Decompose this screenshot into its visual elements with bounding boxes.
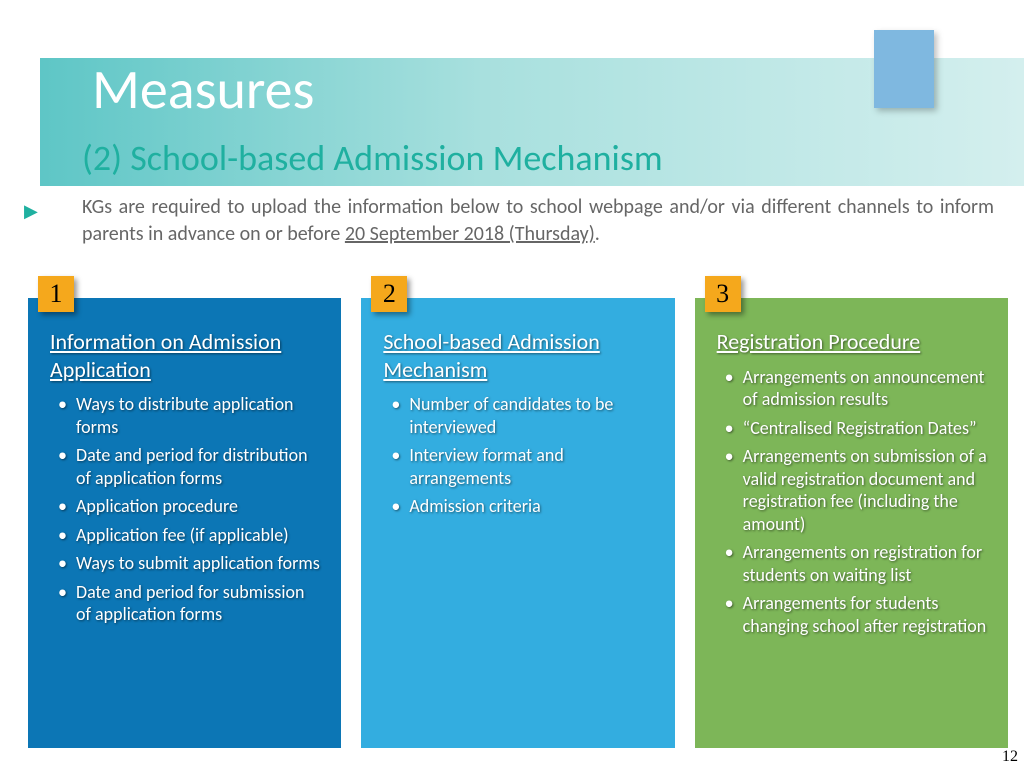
- badge-2: 2: [371, 276, 407, 312]
- list-item: Arrangements on announcement of admissio…: [717, 366, 990, 411]
- card-admission-mechanism: 2 School-based Admission Mechanism Numbe…: [361, 298, 674, 748]
- card-registration-procedure: 3 Registration Procedure Arrangements on…: [695, 298, 1008, 748]
- list-item: Application procedure: [50, 495, 323, 518]
- intro-post: .: [595, 222, 600, 246]
- list-item: “Centralised Registration Dates”: [717, 417, 990, 440]
- badge-1: 1: [38, 276, 74, 312]
- list-item: Admission criteria: [383, 495, 656, 518]
- intro-date: 20 September 2018 (Thursday): [345, 222, 595, 246]
- slide-subtitle: (2) School-based Admission Mechanism: [82, 136, 663, 180]
- list-item: Ways to distribute application forms: [50, 393, 323, 438]
- card-list: Ways to distribute application forms Dat…: [50, 393, 323, 626]
- list-item: Arrangements on registration for student…: [717, 541, 990, 586]
- list-item: Application fee (if applicable): [50, 524, 323, 547]
- badge-3: 3: [705, 276, 741, 312]
- list-item: Arrangements on submission of a valid re…: [717, 445, 990, 535]
- cards-row: 1 Information on Admission Application W…: [28, 298, 1008, 748]
- card-info-application: 1 Information on Admission Application W…: [28, 298, 341, 748]
- list-item: Interview format and arrangements: [383, 444, 656, 489]
- list-item: Ways to submit application forms: [50, 552, 323, 575]
- list-item: Arrangements for students changing schoo…: [717, 592, 990, 637]
- intro-text: KGs are required to upload the informati…: [82, 194, 994, 248]
- card-heading: Registration Procedure: [717, 328, 990, 356]
- card-list: Arrangements on announcement of admissio…: [717, 366, 990, 638]
- list-item: Date and period for submission of applic…: [50, 581, 323, 626]
- card-heading: Information on Admission Application: [50, 328, 323, 383]
- list-item: Number of candidates to be interviewed: [383, 393, 656, 438]
- corner-tab: [874, 30, 934, 108]
- card-heading: School-based Admission Mechanism: [383, 328, 656, 383]
- card-list: Number of candidates to be interviewed I…: [383, 393, 656, 518]
- triangle-bullet-icon: ▶: [24, 200, 38, 222]
- page-number: 12: [1002, 748, 1018, 766]
- list-item: Date and period for distribution of appl…: [50, 444, 323, 489]
- slide-title: Measures: [92, 56, 314, 124]
